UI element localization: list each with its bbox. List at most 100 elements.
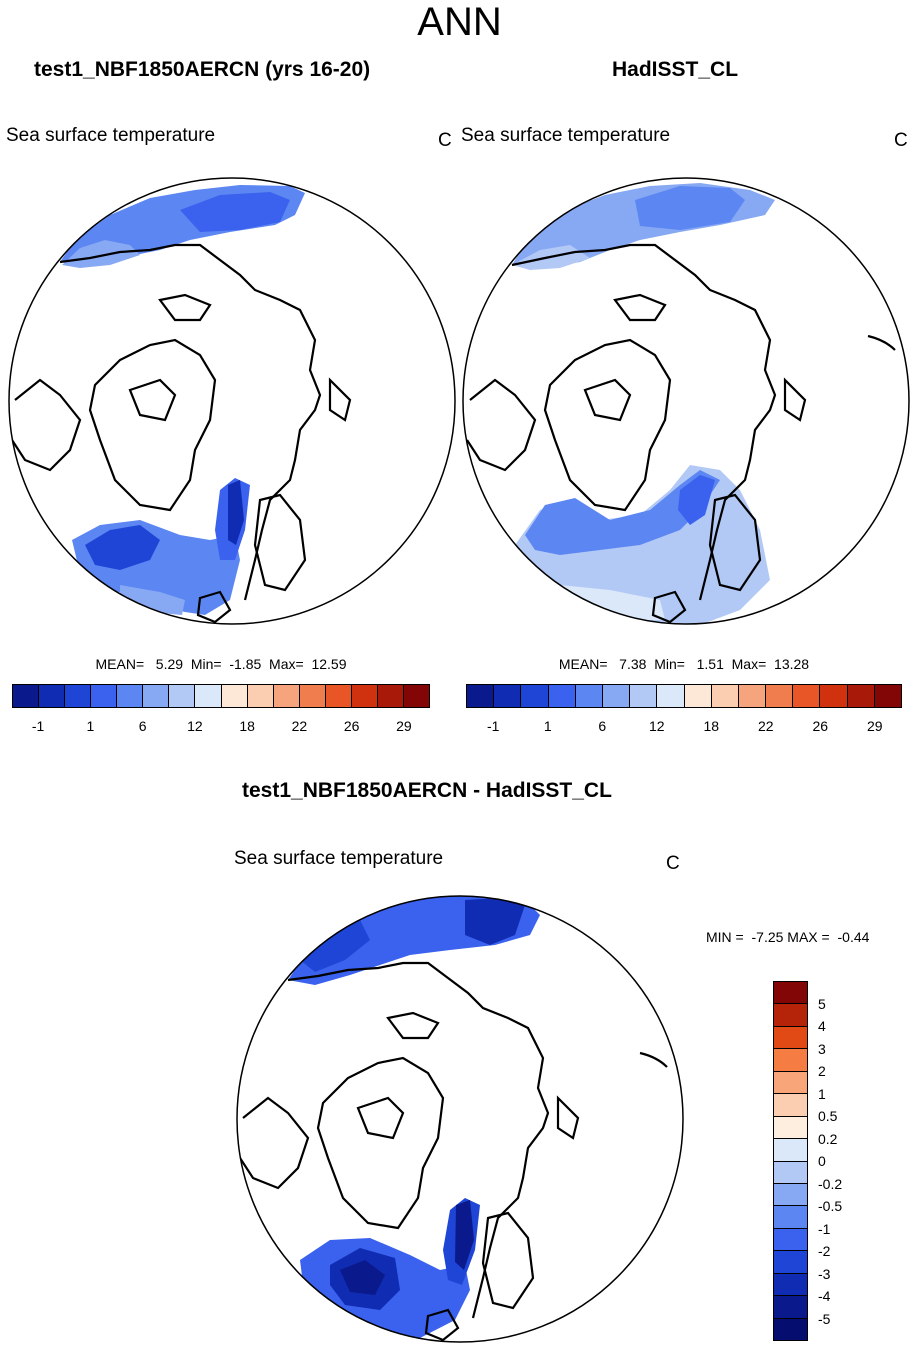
colorbar-swatch (738, 685, 767, 707)
coastline (613, 293, 667, 322)
colorbar-swatch (774, 982, 807, 1005)
colorbar-swatch (299, 685, 326, 707)
colorbar-swatch (774, 1049, 807, 1072)
right-variable-label: Sea surface temperature (461, 125, 671, 146)
colorbar-swatch (847, 685, 875, 707)
colorbar-swatch (143, 685, 170, 707)
colorbar-swatch (13, 685, 40, 707)
coastline (196, 590, 232, 624)
left-panel-title: test1_NBF1850AERCN (yrs 16-20) (34, 58, 371, 81)
colorbar-tick-label: 6 (138, 718, 147, 734)
colorbar-swatch (195, 685, 222, 707)
coastline (239, 1096, 310, 1190)
colorbar-tick-label: 12 (187, 718, 203, 734)
coastline (316, 1056, 445, 1230)
coastline (511, 243, 777, 601)
colorbar-tick-label: 22 (291, 718, 308, 734)
sst-shading (228, 480, 244, 545)
coastline (556, 1095, 580, 1140)
diff-colorbar-ticks: 5 4 3 2 1 0.5 0.2 0 -0.2 -0.5 -1 -2 -3 -4 -5 (818, 981, 878, 1341)
colorbar-tick-label: 0.5 (818, 1108, 838, 1124)
right-colorbar (466, 684, 902, 708)
coastline (481, 1211, 535, 1310)
sst-shading (120, 585, 185, 615)
coastline (651, 590, 687, 624)
coastline (783, 377, 807, 422)
colorbar-swatch (774, 1318, 807, 1340)
sst-shading (85, 525, 160, 570)
colorbar-swatch (711, 685, 739, 707)
sst-shading (465, 898, 525, 945)
colorbar-swatch (684, 685, 712, 707)
coastline (328, 377, 352, 422)
colorbar-swatch (630, 685, 658, 707)
colorbar-swatch (774, 1139, 807, 1162)
colorbar-tick-label: -1 (487, 718, 500, 734)
colorbar-tick-label: 26 (343, 718, 360, 734)
sst-shading (678, 475, 715, 525)
colorbar-tick-label: 2 (818, 1063, 826, 1079)
colorbar-swatch (39, 685, 66, 707)
colorbar-swatch (273, 685, 300, 707)
colorbar-tick-label: -0.5 (818, 1198, 843, 1214)
sst-shading (560, 585, 665, 620)
sst-shading (340, 1260, 385, 1295)
colorbar-swatch (91, 685, 118, 707)
coastline (708, 493, 762, 592)
colorbar-tick-label: -4 (818, 1288, 831, 1304)
colorbar-tick-label: -2 (818, 1243, 831, 1259)
right-colorbar-ticks: -1 1 6 12 18 22 26 29 (466, 718, 902, 734)
left-stats: MEAN= 5.29 Min= -1.85 Max= 12.59 (95, 656, 347, 672)
coastline (253, 493, 307, 592)
colorbar-swatch (575, 685, 603, 707)
colorbar-tick-label: 0.2 (818, 1130, 838, 1147)
diff-stats: MIN = -7.25 MAX = -0.44 (706, 929, 870, 945)
right-panel-title: HadISST_CL (612, 58, 739, 81)
coastline (128, 378, 177, 422)
sst-shading (635, 186, 745, 230)
colorbar-tick-label: 29 (866, 718, 883, 734)
colorbar-swatch (351, 685, 378, 707)
colorbar-swatch (774, 1161, 807, 1184)
coastline (386, 1011, 440, 1040)
coastline (543, 338, 672, 512)
right-stats: MEAN= 7.38 Min= 1.51 Max= 13.28 (558, 656, 810, 672)
colorbar-tick-label: 6 (598, 718, 607, 734)
colorbar-swatch (793, 685, 821, 707)
colorbar-swatch (657, 685, 685, 707)
diff-variable-label: Sea surface temperature (234, 848, 444, 869)
colorbar-tick-label: 18 (239, 718, 255, 734)
colorbar-swatch (820, 685, 848, 707)
colorbar-swatch (774, 1183, 807, 1207)
colorbar-tick-label: 12 (648, 718, 665, 734)
left-colorbar-ticks: -1 1 6 12 18 22 26 29 (12, 718, 430, 734)
colorbar-swatch (774, 1004, 807, 1027)
colorbar-tick-label: 5 (818, 995, 826, 1012)
colorbar-swatch (774, 1116, 807, 1140)
sst-shading (62, 240, 140, 268)
colorbar-swatch (117, 685, 144, 707)
colorbar-tick-label: -3 (818, 1265, 831, 1282)
coastline (287, 961, 550, 1319)
colorbar-swatch (169, 685, 196, 707)
diff-colorbar (773, 981, 808, 1341)
colorbar-swatch (403, 685, 429, 707)
colorbar-swatch (774, 1071, 807, 1095)
colorbar-tick-label: 1 (543, 718, 552, 734)
right-unit-label: C (894, 130, 908, 151)
colorbar-swatch (766, 685, 794, 707)
colorbar-tick-label: 0 (818, 1153, 826, 1169)
colorbar-tick-label: 1 (86, 718, 95, 734)
colorbar-swatch (221, 685, 248, 707)
coastline (88, 338, 217, 512)
colorbar-swatch (774, 1206, 807, 1229)
colorbar-swatch (65, 685, 92, 707)
colorbar-tick-label: 4 (818, 1018, 826, 1034)
coastline (424, 1308, 460, 1342)
colorbar-swatch (521, 685, 549, 707)
left-unit-label: C (438, 130, 452, 151)
left-colorbar (12, 684, 430, 708)
